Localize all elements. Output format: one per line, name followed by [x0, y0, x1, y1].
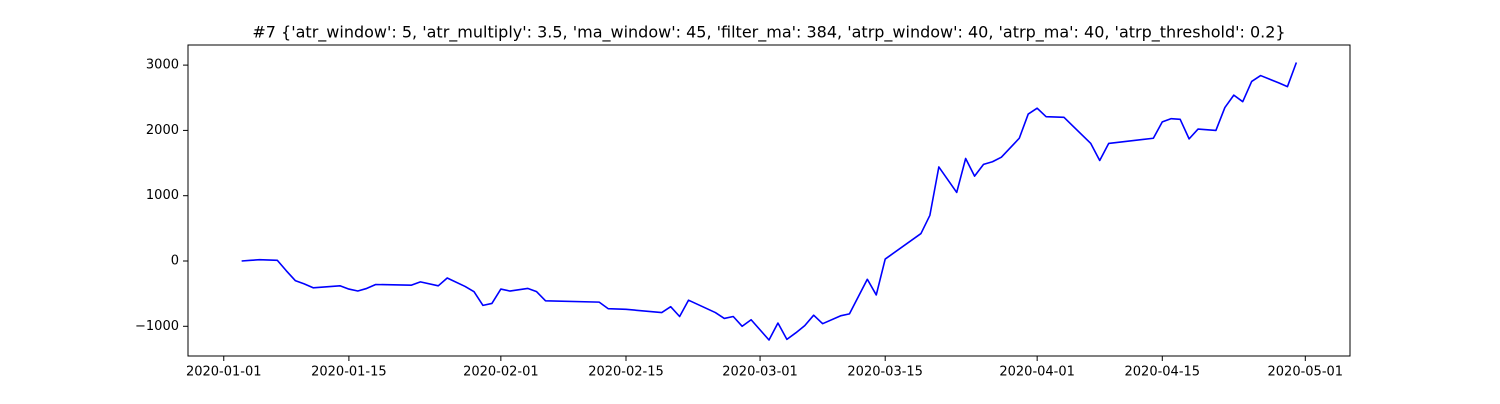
x-tick-label: 2020-02-01	[463, 365, 539, 380]
plot-frame	[187, 44, 1351, 357]
y-tick-label: 1000	[146, 188, 179, 203]
x-tick-label: 2020-01-01	[186, 365, 262, 380]
y-tick-label: 2000	[146, 123, 179, 138]
x-tick-label: 2020-03-15	[847, 365, 923, 380]
x-tick-label: 2020-01-15	[311, 365, 387, 380]
y-tick-label: −1000	[135, 319, 179, 334]
x-tick-label: 2020-04-01	[999, 365, 1075, 380]
chart-title: #7 {'atr_window': 5, 'atr_multiply': 3.5…	[252, 23, 1285, 43]
x-tick-label: 2020-03-01	[722, 365, 798, 380]
x-tick-label: 2020-02-15	[588, 365, 664, 380]
x-tick-label: 2020-04-15	[1125, 365, 1201, 380]
line	[241, 62, 1298, 341]
x-tick-label: 2020-05-01	[1268, 365, 1344, 380]
y-tick-label: 0	[171, 253, 179, 268]
y-tick-label: 3000	[146, 58, 179, 73]
